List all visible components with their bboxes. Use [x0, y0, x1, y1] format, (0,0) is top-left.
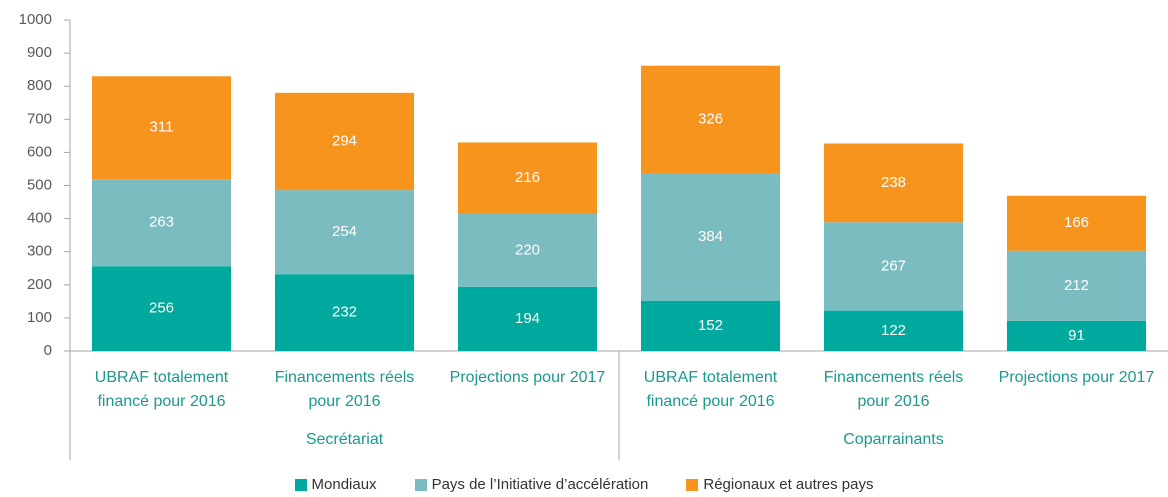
legend-item: Pays de l’Initiative d’accélération	[414, 476, 649, 493]
bar-segment	[640, 65, 781, 174]
bar-segment	[1006, 195, 1147, 251]
bar-segment	[91, 76, 232, 180]
y-tick-label: 300	[27, 243, 52, 260]
y-tick-label: 0	[44, 342, 52, 359]
bar-segment	[640, 173, 781, 301]
bar-segment	[640, 300, 781, 351]
value-label: 194	[515, 310, 540, 327]
value-label: 294	[332, 132, 357, 149]
value-label: 311	[150, 119, 174, 136]
value-label: 267	[881, 257, 906, 274]
x-tick-label: Projections pour 2017	[998, 369, 1155, 386]
bar-segment	[274, 274, 415, 351]
value-label: 212	[1064, 277, 1089, 294]
legend-label: Mondiaux	[311, 476, 377, 493]
bar-segment	[1006, 250, 1147, 321]
y-tick-label: 500	[27, 176, 52, 193]
bar-segment	[274, 190, 415, 275]
legend-item: Mondiaux	[294, 476, 377, 493]
bar-segment	[823, 143, 964, 223]
value-label: 256	[149, 300, 174, 317]
legend-label: Régionaux et autres pays	[703, 476, 874, 493]
value-label: 254	[332, 223, 357, 240]
value-label: 152	[698, 317, 723, 334]
x-tick-label: Financements réels pour 2016	[274, 369, 415, 410]
value-label: 232	[332, 304, 357, 321]
bar-segment	[1006, 320, 1147, 351]
y-tick-label: 900	[27, 44, 52, 61]
y-tick-label: 800	[27, 77, 52, 94]
group-label: Secrétariat	[305, 431, 384, 448]
plot: 0 100 200 300 400 500 600 700 800 900 1000 256 263 31…	[19, 11, 1168, 460]
x-tick-label: UBRAF totalement financé pour 2016	[94, 369, 229, 410]
legend-swatch	[414, 478, 427, 491]
x-tick-label: UBRAF totalement financé pour 2016	[643, 369, 778, 410]
x-tick-label: Projections pour 2017	[449, 369, 606, 386]
value-label: 91	[1068, 327, 1085, 344]
value-label: 220	[515, 241, 540, 258]
legend-swatch	[294, 478, 307, 491]
bar-segment	[457, 142, 598, 214]
value-label: 166	[1064, 214, 1089, 231]
bar-segment	[274, 92, 415, 191]
bar-segment	[457, 286, 598, 351]
legend-label: Pays de l’Initiative d’accélération	[431, 476, 649, 493]
bar-segment	[823, 310, 964, 351]
y-tick-label: 1000	[19, 11, 52, 28]
legend-swatch	[686, 478, 699, 491]
legend: Mondiaux Pays de l’Initiative d’accélérat…	[0, 476, 1168, 493]
y-tick-label: 600	[27, 143, 52, 160]
x-tick-label: Financements réels pour 2016	[823, 369, 964, 410]
bar-segment	[823, 222, 964, 311]
y-tick-label: 700	[27, 110, 52, 127]
bar-segment	[457, 213, 598, 287]
value-label: 384	[698, 228, 723, 245]
bar-segment	[91, 266, 232, 351]
y-tick-label: 200	[27, 276, 52, 293]
legend-item: Régionaux et autres pays	[686, 476, 873, 493]
value-label: 326	[698, 111, 723, 128]
bar-segment	[91, 179, 232, 267]
value-label: 122	[881, 322, 906, 339]
value-label: 263	[149, 214, 174, 231]
y-tick-label: 100	[27, 309, 52, 326]
group-label: Coparrainants	[843, 431, 944, 448]
value-label: 216	[515, 169, 540, 186]
value-label: 238	[881, 174, 906, 191]
y-tick-label: 400	[27, 210, 52, 227]
